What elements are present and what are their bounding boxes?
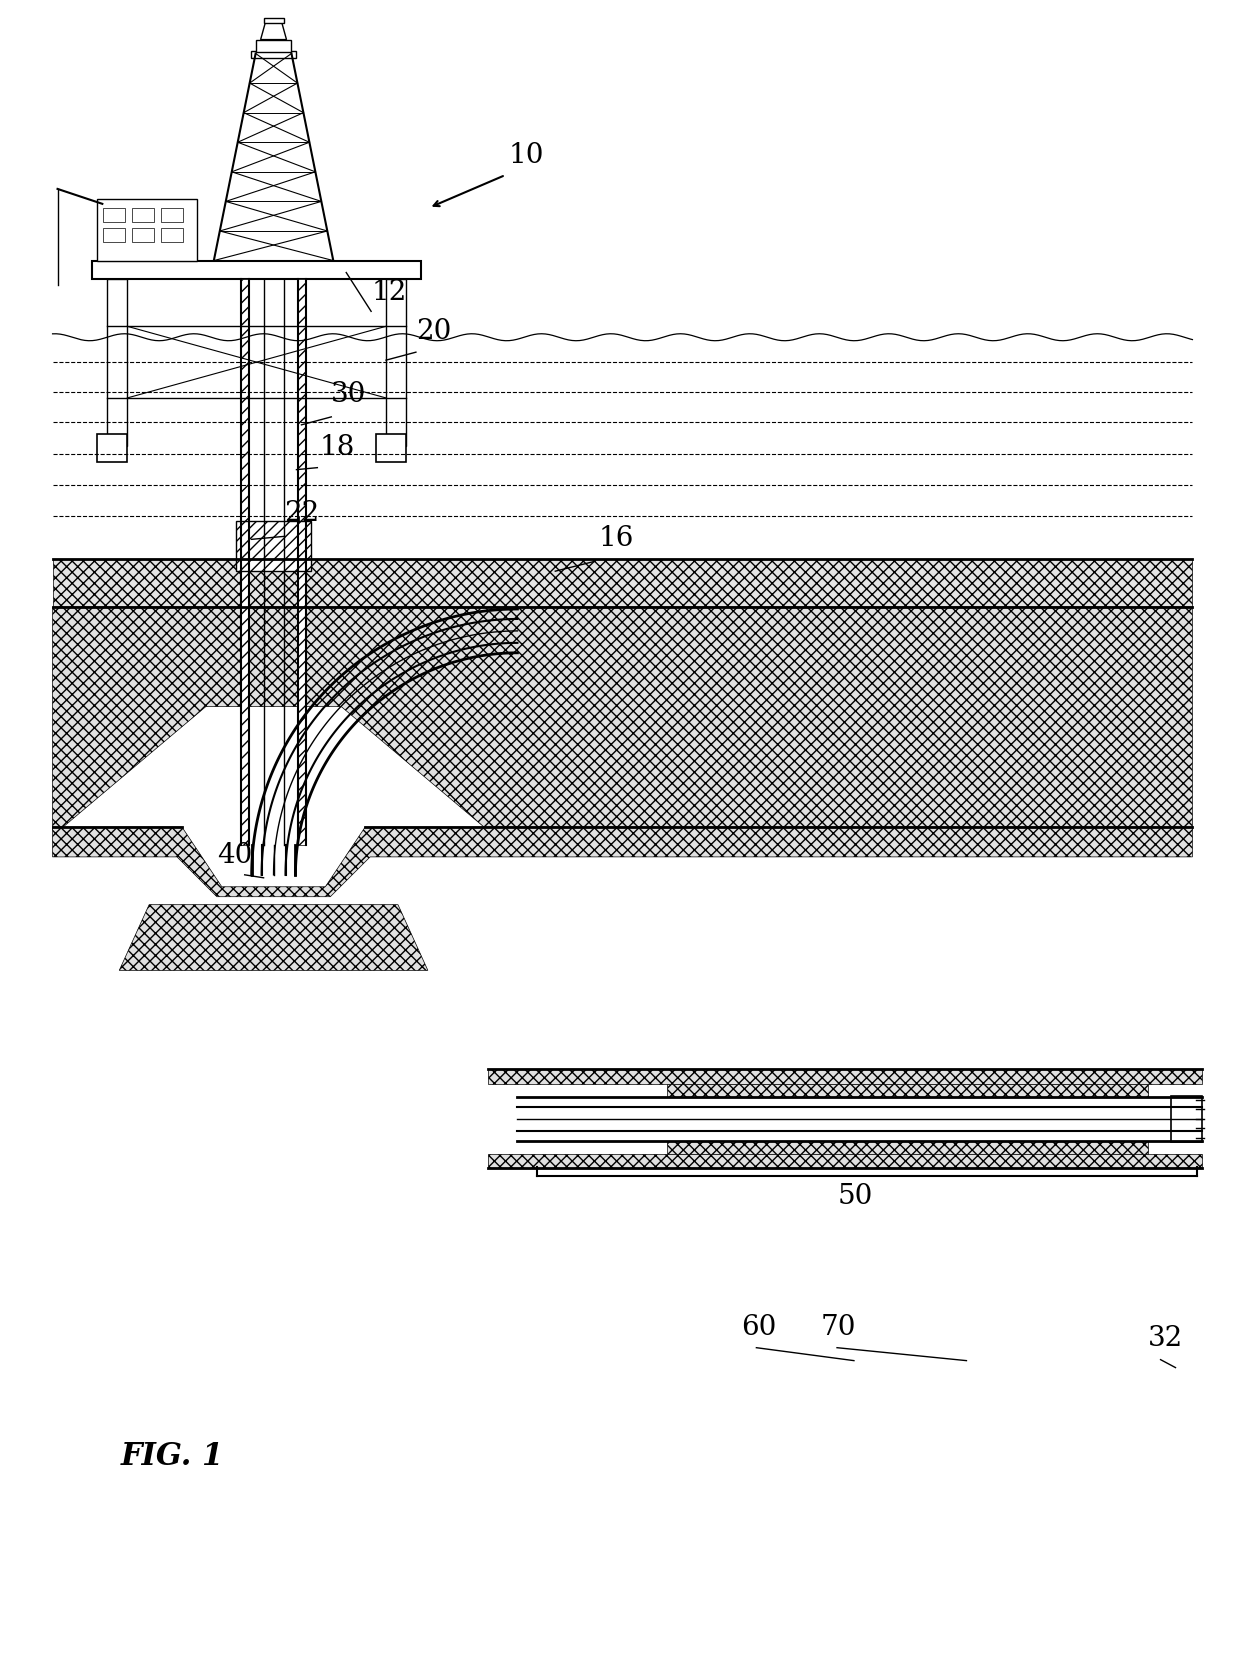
Polygon shape — [667, 1083, 1148, 1097]
Text: 20: 20 — [415, 319, 451, 345]
Bar — [133, 209, 154, 222]
Bar — [264, 18, 284, 23]
Polygon shape — [241, 279, 249, 845]
Text: FIG. 1: FIG. 1 — [120, 1440, 223, 1472]
Bar — [376, 434, 405, 462]
Polygon shape — [667, 1140, 1148, 1153]
Polygon shape — [52, 828, 1193, 896]
Bar — [98, 434, 128, 462]
Text: 10: 10 — [508, 142, 544, 169]
Polygon shape — [52, 559, 1193, 608]
Bar — [103, 227, 125, 242]
Text: 70: 70 — [821, 1314, 857, 1340]
Polygon shape — [487, 1153, 1203, 1168]
Text: 22: 22 — [284, 501, 320, 527]
Polygon shape — [299, 279, 306, 845]
Bar — [386, 279, 405, 446]
Bar — [108, 279, 128, 446]
Text: 12: 12 — [371, 279, 407, 307]
Bar — [161, 209, 184, 222]
Polygon shape — [236, 521, 311, 571]
Text: 32: 32 — [1148, 1325, 1183, 1352]
Bar — [161, 227, 184, 242]
Text: 30: 30 — [331, 381, 367, 407]
Polygon shape — [119, 905, 428, 970]
Bar — [1171, 1097, 1203, 1142]
Text: 18: 18 — [320, 434, 355, 461]
Polygon shape — [52, 608, 1193, 829]
Polygon shape — [487, 1068, 1203, 1083]
Text: 16: 16 — [598, 526, 634, 552]
Text: 60: 60 — [742, 1314, 776, 1340]
Text: 50: 50 — [837, 1183, 873, 1210]
Bar — [92, 260, 420, 279]
Bar — [103, 209, 125, 222]
Bar — [98, 199, 197, 260]
Bar — [250, 50, 296, 58]
Bar — [255, 40, 291, 52]
Text: 40: 40 — [217, 841, 252, 870]
Bar — [133, 227, 154, 242]
Polygon shape — [260, 22, 286, 40]
